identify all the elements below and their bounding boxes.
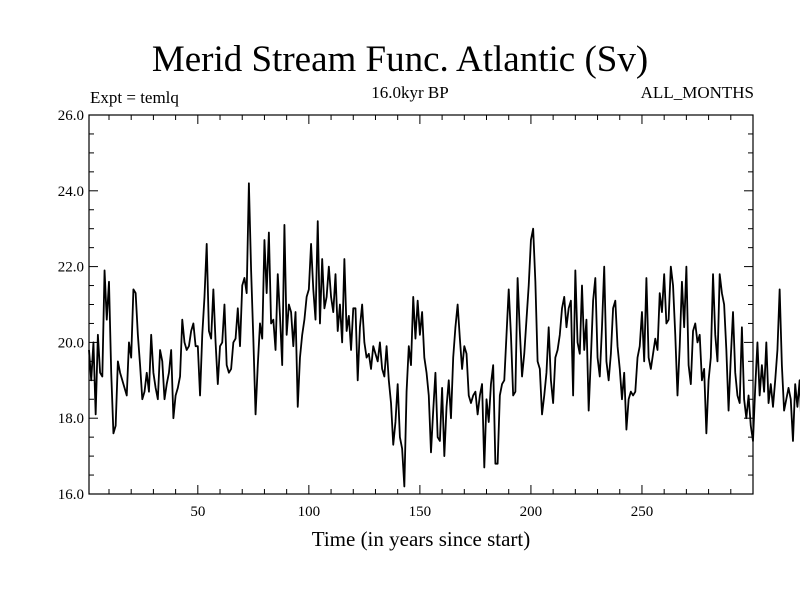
experiment-label: Expt = temlq: [90, 88, 179, 107]
y-tick-label: 18.0: [58, 411, 84, 427]
axis-tick-labels: 16.0 18.0 20.0 22.0 24.0 26.0 50 100 150 200 250: [58, 108, 653, 520]
x-tick-label: 50: [190, 504, 205, 520]
y-tick-label: 20.0: [58, 335, 84, 351]
x-tick-label: 100: [298, 504, 321, 520]
chart-title: Merid Stream Func. Atlantic (Sv): [151, 39, 649, 80]
x-tick-label: 150: [409, 504, 432, 520]
y-tick-label: 24.0: [58, 184, 84, 200]
plot-frame: [88, 114, 754, 495]
months-label: ALL_MONTHS: [640, 83, 754, 102]
x-tick-label: 250: [631, 504, 654, 520]
chart-subtitle: 16.0kyr BP: [371, 83, 449, 102]
x-axis-label: Time (in years since start): [311, 527, 531, 551]
y-tick-label: 26.0: [58, 108, 84, 124]
axis-ticks: [89, 114, 754, 495]
y-tick-label: 22.0: [58, 260, 84, 276]
x-tick-label: 200: [520, 504, 543, 520]
series-line: [88, 182, 800, 488]
y-tick-label: 16.0: [58, 487, 84, 503]
